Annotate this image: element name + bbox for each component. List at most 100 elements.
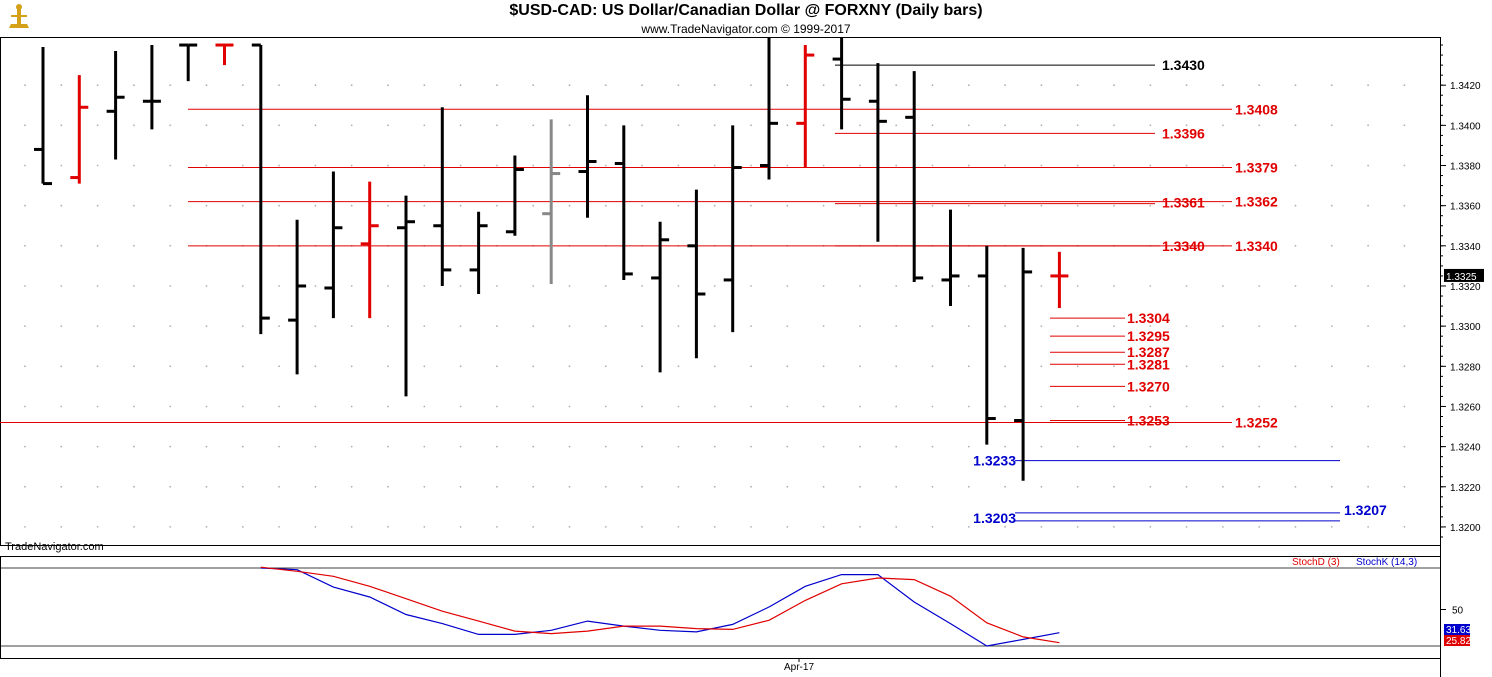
y-tick-label: 1.3360 [1450, 202, 1481, 213]
grid-dot [133, 164, 135, 167]
grid-dot [713, 204, 716, 207]
grid-dot [822, 204, 825, 207]
grid-dot [1076, 526, 1079, 528]
grid-dot [60, 325, 63, 327]
grid-dot [1076, 285, 1079, 287]
level-label: 1.3430 [1162, 57, 1205, 73]
grid-dot [1004, 405, 1006, 408]
grid-dot [641, 204, 643, 207]
grid-dot [459, 325, 462, 327]
grid-dot [350, 405, 353, 408]
grid-dot [604, 285, 607, 287]
grid-dot [677, 204, 680, 207]
grid-dot [895, 84, 898, 87]
grid-dot [350, 204, 353, 207]
grid-dot [350, 526, 353, 528]
grid-dot [1222, 405, 1224, 408]
stoch-panel-frame [0, 556, 1441, 659]
grid-dot [1258, 325, 1261, 327]
grid-dot [1258, 285, 1261, 287]
grid-dot [1258, 445, 1261, 448]
grid-dot [931, 365, 934, 368]
ohlc-bar [288, 219, 307, 375]
grid-dot [786, 124, 789, 127]
grid-dot [713, 405, 716, 408]
grid-dot [641, 285, 643, 287]
grid-dot [750, 164, 752, 167]
grid-dot [1185, 84, 1188, 87]
grid-dot [241, 124, 244, 127]
grid-dot [750, 445, 752, 448]
ohlc-bar [868, 63, 887, 242]
grid-dot [350, 164, 353, 167]
grid-dot [60, 124, 63, 127]
grid-dot [60, 485, 63, 488]
grid-dot [532, 124, 535, 127]
grid-dot [60, 405, 63, 408]
grid-dot [750, 204, 752, 207]
grid-dot [387, 124, 389, 127]
grid-dot [1330, 485, 1333, 488]
grid-dot [278, 405, 280, 408]
grid-dot [568, 526, 571, 528]
grid-dot [205, 164, 208, 167]
grid-dot [931, 325, 934, 327]
grid-dot [24, 485, 26, 488]
grid-dot [750, 124, 752, 127]
grid-dot [713, 325, 716, 327]
grid-dot [1403, 84, 1406, 87]
grid-dot [895, 164, 898, 167]
grid-dot [713, 485, 716, 488]
grid-dot [1113, 164, 1115, 167]
grid-dot [169, 204, 172, 207]
grid-dot [1040, 445, 1043, 448]
ohlc-bar [1014, 247, 1033, 481]
grid-dot [133, 365, 135, 368]
grid-dot [713, 124, 716, 127]
grid-dot [677, 526, 680, 528]
grid-dot [532, 164, 535, 167]
grid-dot [459, 84, 462, 87]
grid-dot [967, 204, 970, 207]
grid-dot [750, 485, 752, 488]
stoch-last-value: 25.82 [1446, 636, 1471, 647]
grid-dot [169, 124, 172, 127]
grid-dot [496, 445, 498, 448]
ohlc-bar [941, 209, 960, 307]
grid-dot [1113, 445, 1115, 448]
grid-dot [1294, 526, 1297, 528]
grid-dot [423, 204, 426, 207]
grid-dot [1113, 405, 1115, 408]
ohlc-bar [106, 51, 125, 160]
grid-dot [314, 124, 317, 127]
grid-dot [1294, 244, 1297, 247]
grid-dot [967, 405, 970, 408]
grid-dot [60, 285, 63, 287]
grid-dot [1149, 204, 1152, 207]
grid-dot [423, 485, 426, 488]
grid-dot [859, 526, 861, 528]
y-tick-label: 1.3400 [1450, 121, 1481, 132]
grid-dot [133, 124, 135, 127]
grid-dot [1258, 485, 1261, 488]
grid-dot [967, 285, 970, 287]
grid-dot [1004, 204, 1006, 207]
grid-dot [387, 84, 389, 87]
grid-dot [205, 445, 208, 448]
ohlc-bar [433, 107, 452, 286]
level-label: 1.3340 [1162, 238, 1205, 254]
grid-dot [24, 164, 26, 167]
grid-dot [641, 405, 643, 408]
grid-dot [423, 84, 426, 87]
ohlc-bar [505, 155, 524, 236]
grid-dot [967, 365, 970, 368]
chart-title: $USD-CAD: US Dollar/Canadian Dollar @ FO… [509, 2, 983, 19]
grid-dot [387, 285, 389, 287]
grid-dot [60, 244, 63, 247]
grid-dot [895, 325, 898, 327]
grid-dot [314, 325, 317, 327]
grid-dot [859, 204, 861, 207]
grid-dot [532, 445, 535, 448]
grid-dot [967, 325, 970, 327]
